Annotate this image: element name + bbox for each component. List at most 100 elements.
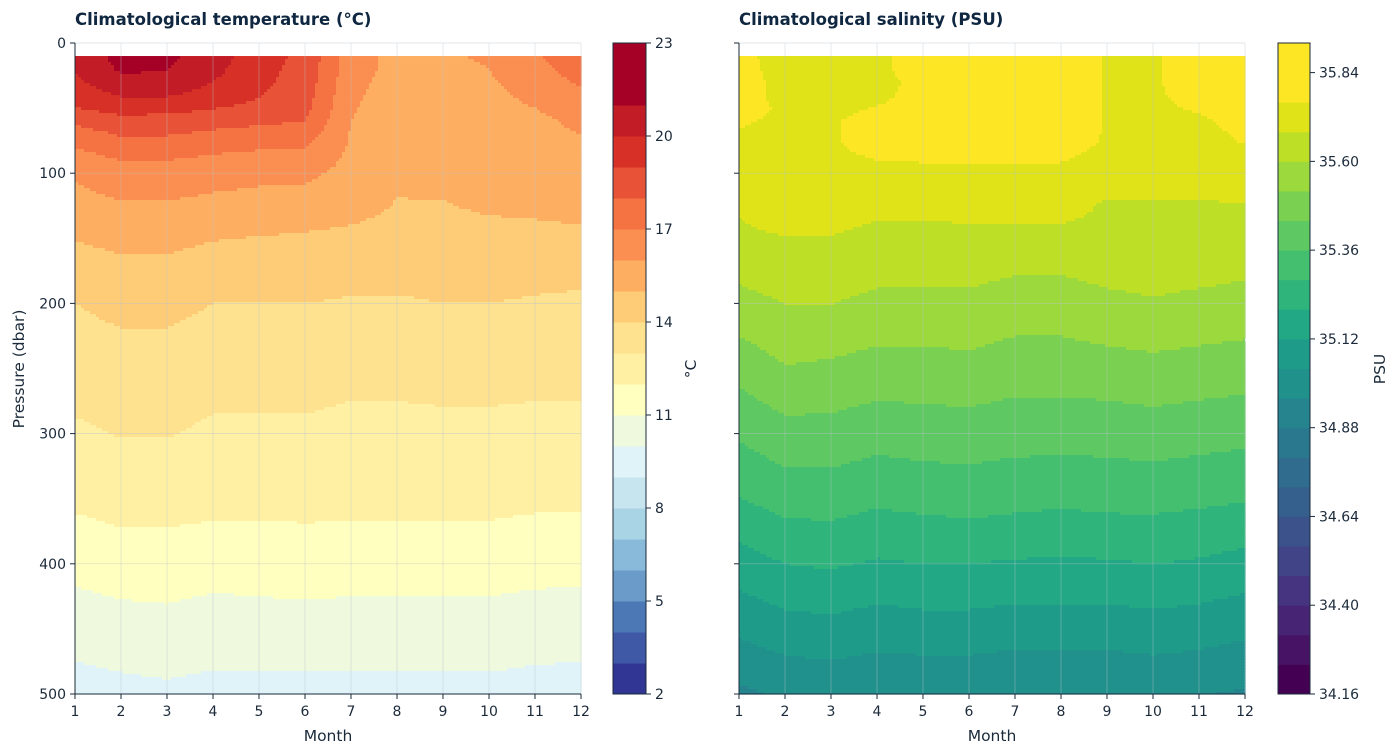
- field-cell: [519, 590, 582, 594]
- field-cell: [507, 668, 582, 672]
- field-cell: [1216, 122, 1246, 126]
- field-cell: [739, 428, 1246, 432]
- x-tick-label: 8: [393, 704, 402, 720]
- field-cell: [75, 440, 582, 444]
- field-cell: [75, 626, 582, 630]
- field-cell: [739, 530, 1246, 534]
- field-cell: [315, 92, 337, 96]
- field-cell: [739, 236, 1246, 240]
- field-cell: [1102, 56, 1163, 60]
- field-cell: [760, 347, 869, 351]
- field-cell: [75, 647, 582, 651]
- field-cell: [739, 209, 1094, 213]
- field-cell: [739, 446, 749, 450]
- field-cell: [168, 134, 319, 138]
- field-cell: [348, 224, 582, 228]
- field-cell: [1180, 347, 1246, 351]
- field-cell: [1234, 137, 1246, 141]
- field-cell: [546, 113, 582, 117]
- field-cell: [540, 293, 582, 297]
- field-cell: [748, 593, 1241, 597]
- field-cell: [949, 347, 977, 351]
- field-cell: [739, 410, 779, 414]
- field-cell: [1099, 134, 1232, 138]
- field-cell: [859, 110, 1103, 114]
- field-cell: [558, 71, 582, 75]
- field-cell: [378, 59, 475, 63]
- field-cell: [748, 392, 1246, 396]
- field-cell: [339, 68, 379, 72]
- field-cell: [877, 104, 1103, 108]
- field-cell: [757, 227, 854, 231]
- field-cell: [1096, 557, 1196, 561]
- field-cell: [75, 491, 582, 495]
- field-cell: [739, 287, 749, 291]
- field-cell: [739, 317, 1246, 321]
- field-cell: [75, 296, 343, 300]
- field-cell: [739, 290, 758, 294]
- field-cell: [784, 362, 797, 366]
- field-cell: [739, 515, 782, 519]
- field-cell: [339, 59, 379, 63]
- field-cell: [195, 422, 582, 426]
- field-cell: [739, 239, 1246, 243]
- field-cell: [537, 107, 582, 111]
- field-cell: [75, 689, 582, 693]
- field-cell: [739, 482, 1246, 486]
- field-cell: [754, 548, 1238, 552]
- field-cell: [489, 68, 556, 72]
- field-cell: [330, 227, 582, 231]
- field-cell: [75, 242, 85, 246]
- field-cell: [784, 608, 854, 612]
- field-cell: [546, 587, 582, 591]
- field-cell: [739, 191, 1246, 195]
- field-cell: [739, 233, 779, 237]
- field-cell: [318, 68, 340, 72]
- field-cell: [75, 302, 214, 306]
- field-cell: [1087, 149, 1246, 153]
- colorbar-band: [613, 384, 646, 416]
- field-cell: [1102, 65, 1163, 69]
- field-cell: [105, 320, 181, 324]
- field-cell: [739, 308, 1246, 312]
- field-cell: [1174, 101, 1246, 105]
- field-cell: [853, 608, 923, 612]
- field-cell: [874, 158, 1070, 162]
- field-cell: [75, 62, 112, 66]
- field-cell: [1102, 59, 1163, 63]
- field-cell: [309, 113, 331, 117]
- field-cell: [75, 566, 582, 570]
- field-cell: [865, 155, 1076, 159]
- field-cell: [739, 455, 767, 459]
- field-cell: [763, 506, 1208, 510]
- field-cell: [75, 290, 568, 294]
- field-cell: [739, 359, 779, 363]
- colorbar-tick-label: 35.60: [1319, 154, 1359, 170]
- field-cell: [312, 104, 334, 108]
- field-cell: [739, 494, 1246, 498]
- field-cell: [877, 287, 1109, 291]
- field-cell: [81, 305, 208, 309]
- field-cell: [778, 410, 839, 414]
- field-cell: [96, 665, 526, 669]
- field-cell: [739, 473, 1246, 477]
- field-cell: [739, 461, 776, 465]
- field-cell: [886, 101, 1103, 105]
- field-cell: [207, 416, 582, 420]
- field-cell: [895, 95, 1103, 99]
- x-tick-label: 1: [71, 704, 80, 720]
- colorbar-tick-label: 11: [655, 408, 673, 424]
- field-cell: [739, 503, 755, 507]
- field-cell: [249, 125, 325, 129]
- field-cell: [916, 653, 974, 657]
- field-cell: [78, 182, 307, 186]
- field-cell: [739, 350, 767, 354]
- salinity-colorbar-label: PSU: [1371, 354, 1389, 385]
- field-cell: [739, 443, 746, 447]
- field-cell: [339, 56, 379, 60]
- field-cell: [90, 311, 199, 315]
- field-cell: [339, 65, 379, 69]
- field-cell: [835, 356, 1246, 360]
- field-cell: [739, 572, 1246, 576]
